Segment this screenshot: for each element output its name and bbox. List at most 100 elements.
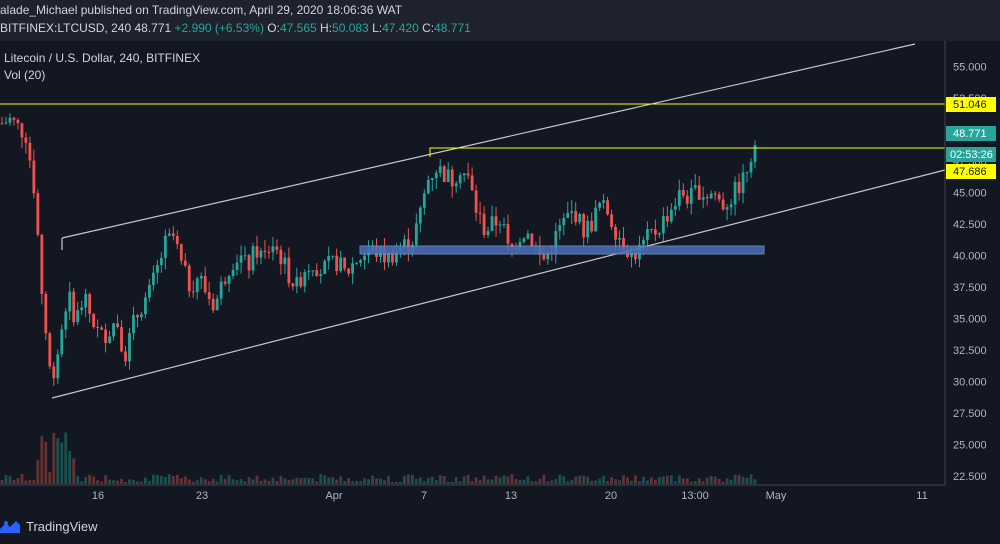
candle-body [291,283,295,287]
candle-body [211,298,215,311]
volume-bar [701,481,705,484]
volume-bar [622,475,625,484]
candle-body [183,260,187,266]
volume-bar [155,474,159,484]
volume-bar [717,479,721,484]
candle-body [32,160,36,194]
volume-bar [725,478,729,484]
volume-legend: Vol (20) [4,68,46,82]
volume-bar [606,481,609,484]
candle-body [112,323,115,337]
price-tick-label: 22.500 [953,471,987,483]
volume-bar [235,480,239,484]
volume-bar [203,479,207,484]
volume-bar [474,477,478,484]
candle-body [422,193,426,208]
candle-body [187,265,191,292]
candle-body [737,181,741,193]
candle-body [566,212,570,218]
volume-bar [697,478,701,484]
volume-bar [12,480,16,484]
volume-bar [108,479,111,484]
candle-body [100,327,104,330]
candle-body [418,207,422,224]
volume-bar [602,475,606,484]
candle-body [518,241,522,249]
volume-bar [646,480,649,484]
volume-bar [749,474,753,484]
volume-bar [191,481,195,484]
candle-body [175,235,179,245]
last-price-tag-text: 48.771 [953,128,987,140]
volume-bar [207,481,211,484]
candle-body [717,194,721,200]
volume-bar [24,480,28,484]
volume-bar [387,475,390,484]
support-line-tag-text: 47.686 [953,166,987,178]
candle-body [335,255,339,272]
volume-bar [291,479,295,484]
candle-body [287,257,291,284]
channel-upper-line [61,43,916,239]
volume-bar [538,478,542,484]
ohlc-line: BITFINEX:LTCUSD, 240 48.771 +2.990 (+6.5… [0,21,471,35]
candle-body [526,233,530,239]
volume-bar [100,481,104,484]
volume-bar [566,481,570,484]
candle-body [108,336,111,343]
volume-bar [347,478,351,484]
candle-body [235,262,239,270]
volume-bar [60,442,64,484]
volume-bar [315,481,319,484]
volume-bar [76,475,80,484]
candle-body [689,187,693,204]
support-line [429,147,945,157]
volume-bar [339,476,343,484]
volume-bar [159,475,163,484]
price-tick-label: 45.000 [953,188,987,200]
volume-bar [275,481,279,484]
candle-body [351,263,355,274]
candle-body [283,257,287,265]
time-tick-label: 11 [916,490,927,502]
volume-bar [650,477,653,484]
candle-body [363,255,366,261]
volume-bar [124,481,127,484]
candle-body [482,213,486,236]
volume-bar [438,475,442,484]
candle-body [502,224,506,226]
volume-bar [28,479,32,484]
volume-bar [319,474,323,484]
volume-bar [335,479,339,484]
volume-bars [0,432,757,484]
candle-body [307,270,311,273]
volume-bar [187,479,191,484]
candle-body [359,260,362,263]
tradingview-logo[interactable]: TradingView [0,516,98,536]
price-change: +2.990 (+6.53%) [174,21,264,35]
candle-body [387,252,390,263]
volume-bar [175,474,179,484]
candle-body [383,246,386,263]
candle-body [72,291,76,323]
candle-body [279,249,283,265]
volume-bar [259,480,263,484]
candle-body [446,169,450,183]
candle-body [570,211,574,213]
volume-bar [167,474,171,484]
close-label: C: [422,21,435,35]
candle-body [295,277,299,287]
candle-body [721,199,725,210]
time-tick-label: 23 [196,490,208,502]
volume-bar [574,476,578,484]
volume-bar [363,478,366,484]
candle-body [602,200,606,203]
candle-body [60,329,64,355]
price-tick-label: 27.500 [953,408,987,420]
time-tick-label: 13 [505,490,517,502]
volume-bar [446,481,450,484]
volume-bar [498,477,502,484]
candle-body [434,172,438,179]
candle-body [574,211,578,223]
